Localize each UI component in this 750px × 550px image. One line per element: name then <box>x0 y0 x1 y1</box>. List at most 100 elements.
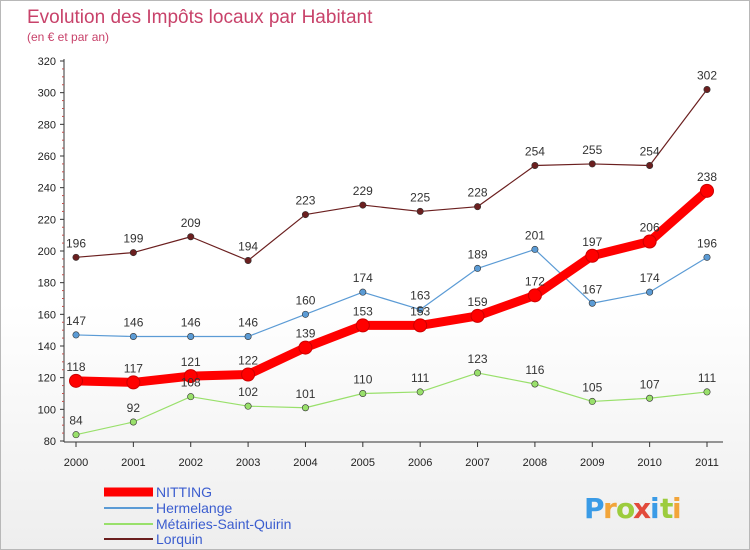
y-tick-label: 120 <box>38 373 56 385</box>
y-tick-label: 240 <box>38 183 56 195</box>
x-tick-label: 2004 <box>293 457 317 469</box>
data-label: 92 <box>127 401 141 415</box>
data-label: 117 <box>124 361 143 375</box>
data-point <box>72 431 80 439</box>
data-point <box>241 367 256 382</box>
data-point <box>355 318 370 333</box>
data-point <box>703 253 711 261</box>
data-label: 111 <box>698 371 717 385</box>
logo-letter: o <box>616 492 635 525</box>
data-point <box>126 375 141 390</box>
data-point <box>700 183 714 198</box>
y-tick-label: 280 <box>38 119 56 131</box>
data-label: 254 <box>525 145 545 159</box>
data-point <box>588 160 596 168</box>
data-label: 209 <box>181 216 201 230</box>
data-label: 123 <box>468 352 488 366</box>
data-label: 199 <box>123 232 143 246</box>
data-point <box>359 201 367 209</box>
data-point <box>187 332 195 340</box>
data-label: 84 <box>69 414 83 428</box>
data-point <box>531 380 539 388</box>
logo-letter: t <box>660 492 673 525</box>
data-point <box>359 288 367 296</box>
data-label: 225 <box>410 190 430 204</box>
data-point <box>470 308 485 323</box>
data-point <box>69 373 83 388</box>
data-point <box>187 233 195 241</box>
data-label: 139 <box>295 327 315 341</box>
data-point <box>531 245 539 253</box>
data-label: 153 <box>410 304 430 318</box>
data-point <box>298 340 313 355</box>
data-label: 194 <box>238 240 258 254</box>
data-point <box>588 299 596 307</box>
data-label: 255 <box>582 143 602 157</box>
x-tick-label: 2000 <box>64 457 88 469</box>
series-line-lorquin <box>75 88 708 262</box>
data-label: 110 <box>353 373 372 387</box>
data-point <box>301 211 309 219</box>
data-point <box>183 369 198 384</box>
data-label: 159 <box>468 295 488 309</box>
data-point <box>646 162 654 170</box>
x-tick-label: 2001 <box>121 457 145 469</box>
data-point <box>585 248 600 263</box>
data-label: 160 <box>295 293 315 307</box>
data-point <box>646 288 654 296</box>
data-point <box>244 332 252 340</box>
data-point <box>187 393 195 401</box>
series-line-nitting <box>71 186 712 387</box>
data-label: 167 <box>582 282 602 296</box>
data-label: 174 <box>640 271 660 285</box>
data-label: 174 <box>353 271 373 285</box>
data-labels: 196 199 209 194 223 229 225 228 254 255 254 302 84 92… <box>66 69 717 428</box>
data-label: 105 <box>582 380 602 394</box>
data-label: 228 <box>468 186 488 200</box>
data-point <box>301 404 309 412</box>
data-point <box>703 388 711 396</box>
legend: NITTINGHermelangeMétairies-Saint-QuirinL… <box>104 484 291 547</box>
data-point <box>527 288 542 303</box>
legend-label: Lorquin <box>156 531 203 547</box>
data-label: 238 <box>697 170 717 184</box>
data-point <box>129 418 137 426</box>
data-label: 229 <box>353 184 373 198</box>
x-tick-label: 2010 <box>637 457 661 469</box>
x-tick-label: 2008 <box>523 457 547 469</box>
data-label: 302 <box>697 69 717 83</box>
chart-subtitle: (en € et par an) <box>27 30 109 44</box>
y-tick-label: 200 <box>38 246 56 258</box>
data-label: 201 <box>525 228 545 242</box>
data-label: 118 <box>66 360 85 374</box>
data-label: 101 <box>295 387 315 401</box>
y-tick-label: 180 <box>38 278 56 290</box>
y-tick-label: 140 <box>38 341 56 353</box>
data-label: 172 <box>525 274 545 288</box>
series-group <box>69 86 714 439</box>
data-point <box>474 264 482 272</box>
legend-label: Métairies-Saint-Quirin <box>156 516 291 532</box>
y-tick-label: 300 <box>38 88 56 100</box>
x-tick-label: 2007 <box>465 457 489 469</box>
data-point <box>413 318 428 333</box>
x-tick-label: 2011 <box>695 457 719 469</box>
logo-letter: i <box>672 492 682 525</box>
data-label: 121 <box>181 355 201 369</box>
x-tick-label: 2005 <box>351 457 375 469</box>
data-point <box>474 369 482 377</box>
x-tick-label: 2003 <box>236 457 260 469</box>
data-point <box>531 162 539 170</box>
data-point <box>703 86 711 94</box>
data-point <box>359 389 367 397</box>
data-label: 146 <box>238 316 258 330</box>
legend-label: NITTING <box>156 484 212 500</box>
y-tick-label: 260 <box>38 151 56 163</box>
y-tick-label: 80 <box>44 436 56 448</box>
data-label: 196 <box>697 236 717 250</box>
data-label: 108 <box>181 376 201 390</box>
data-point <box>588 397 596 405</box>
data-point <box>642 234 657 249</box>
data-point <box>72 253 80 261</box>
data-label: 223 <box>295 194 315 208</box>
